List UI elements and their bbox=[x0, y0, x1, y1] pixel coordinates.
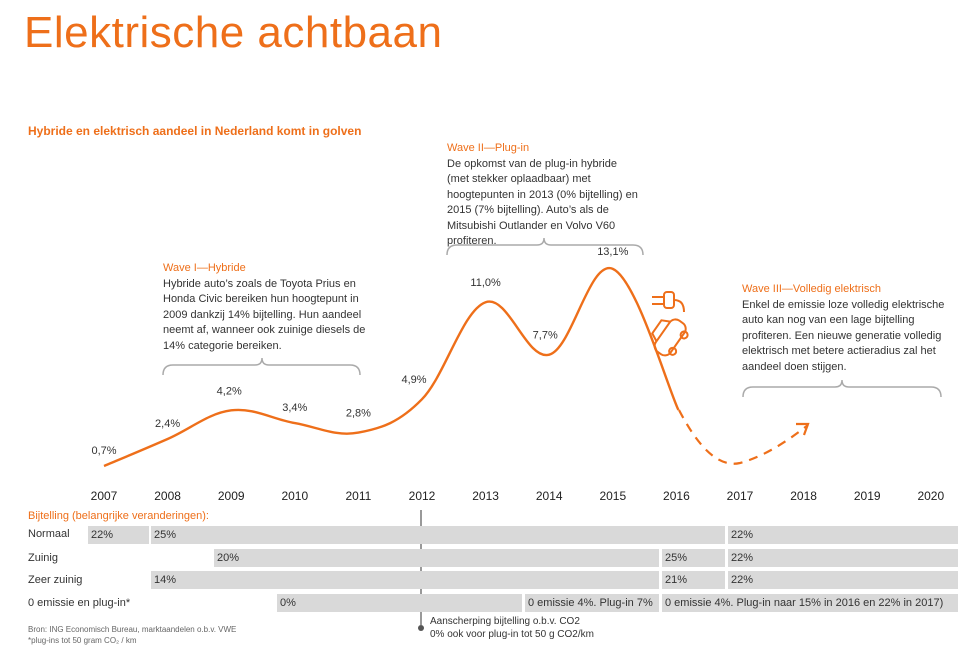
x-tick-2013: 2013 bbox=[472, 489, 499, 503]
data-label-2014: 7,7% bbox=[533, 330, 558, 342]
policy-note: Aanscherping bijtelling o.b.v. CO2 0% oo… bbox=[430, 615, 594, 641]
data-label-2007: 0,7% bbox=[91, 445, 116, 457]
data-label-2010: 3,4% bbox=[282, 402, 307, 414]
wave-2-annotation: Wave II—Plug-in De opkomst van de plug-i… bbox=[447, 141, 642, 250]
source-line-2: *plug-ins tot 50 gram CO₂ / km bbox=[28, 636, 137, 645]
x-tick-2020: 2020 bbox=[917, 489, 944, 503]
projection-arrow-head bbox=[796, 422, 810, 436]
x-tick-2014: 2014 bbox=[536, 489, 563, 503]
bar-normaal-2: 25% bbox=[151, 526, 725, 544]
x-tick-2018: 2018 bbox=[790, 489, 817, 503]
wave-1-text: Hybride auto’s zoals de Toyota Prius en … bbox=[163, 277, 366, 352]
row-label-zuinig: Zuinig bbox=[28, 552, 58, 564]
wave-1-brace bbox=[162, 357, 361, 376]
wave-3-brace bbox=[742, 379, 942, 398]
source-line-1: Bron: ING Economisch Bureau, marktaandel… bbox=[28, 625, 237, 634]
data-label-2009: 4,2% bbox=[217, 385, 242, 397]
x-tick-2008: 2008 bbox=[154, 489, 181, 503]
row-label-0-emissie: 0 emissie en plug-in* bbox=[28, 597, 131, 609]
wave-1-annotation: Wave I—Hybride Hybride auto’s zoals de T… bbox=[163, 261, 368, 354]
projection-line bbox=[678, 409, 809, 465]
wave-2-text: De opkomst van de plug-in hybride (met s… bbox=[447, 157, 638, 248]
bar-zeer-zuinig-2: 21% bbox=[662, 571, 725, 589]
x-tick-2007: 2007 bbox=[91, 489, 118, 503]
wave-1-title: Wave I—Hybride bbox=[163, 262, 246, 274]
x-tick-2009: 2009 bbox=[218, 489, 245, 503]
policy-note-line-1: Aanscherping bijtelling o.b.v. CO2 bbox=[430, 616, 580, 627]
data-label-2011: 2,8% bbox=[346, 408, 371, 420]
row-label-zeer-zuinig: Zeer zuinig bbox=[28, 574, 83, 586]
wave-3-annotation: Wave III—Volledig elektrisch Enkel de em… bbox=[742, 282, 952, 375]
policy-marker-dot bbox=[418, 625, 424, 631]
bar-zeer-zuinig-1: 14% bbox=[151, 571, 659, 589]
bar-zuinig-1: 20% bbox=[214, 549, 659, 567]
bar-normaal-1: 22% bbox=[88, 526, 149, 544]
x-tick-2015: 2015 bbox=[599, 489, 626, 503]
data-label-2015: 13,1% bbox=[597, 246, 628, 258]
bar-normaal-3: 22% bbox=[728, 526, 958, 544]
x-tick-2012: 2012 bbox=[409, 489, 436, 503]
bar-zuinig-2: 25% bbox=[662, 549, 725, 567]
x-tick-2011: 2011 bbox=[345, 489, 371, 503]
data-label-2012: 4,9% bbox=[401, 374, 426, 386]
source-note: Bron: ING Economisch Bureau, marktaandel… bbox=[28, 624, 236, 646]
bijtelling-heading: Bijtelling (belangrijke veranderingen): bbox=[28, 510, 209, 522]
x-tick-2010: 2010 bbox=[281, 489, 308, 503]
wave-3-title: Wave III—Volledig elektrisch bbox=[742, 283, 881, 295]
chart-subtitle: Hybride en elektrisch aandeel in Nederla… bbox=[28, 124, 362, 138]
wave-2-brace bbox=[446, 237, 644, 256]
page-title: Elektrische achtbaan bbox=[24, 8, 443, 57]
wave-2-title: Wave II—Plug-in bbox=[447, 142, 530, 154]
series-line bbox=[103, 267, 680, 468]
x-tick-2019: 2019 bbox=[854, 489, 881, 503]
bar-0-emissie-1: 0% bbox=[277, 594, 522, 612]
bar-0-emissie-2: 0 emissie 4%. Plug-in 7% bbox=[525, 594, 659, 612]
x-tick-2017: 2017 bbox=[727, 489, 754, 503]
row-label-normaal: Normaal bbox=[28, 528, 70, 540]
bar-0-emissie-3: 0 emissie 4%. Plug-in naar 15% in 2016 e… bbox=[662, 594, 958, 612]
data-label-2013: 11,0% bbox=[470, 277, 501, 289]
wave-3-text: Enkel de emissie loze volledig elektrisc… bbox=[742, 298, 945, 373]
car-icon bbox=[651, 318, 689, 357]
bar-zuinig-3: 22% bbox=[728, 549, 958, 567]
x-tick-2016: 2016 bbox=[663, 489, 690, 503]
plug-icon bbox=[652, 291, 685, 313]
data-label-2008: 2,4% bbox=[155, 418, 180, 430]
policy-note-line-2: 0% ook voor plug-in tot 50 g CO2/km bbox=[430, 629, 594, 640]
bar-zeer-zuinig-3: 22% bbox=[728, 571, 958, 589]
